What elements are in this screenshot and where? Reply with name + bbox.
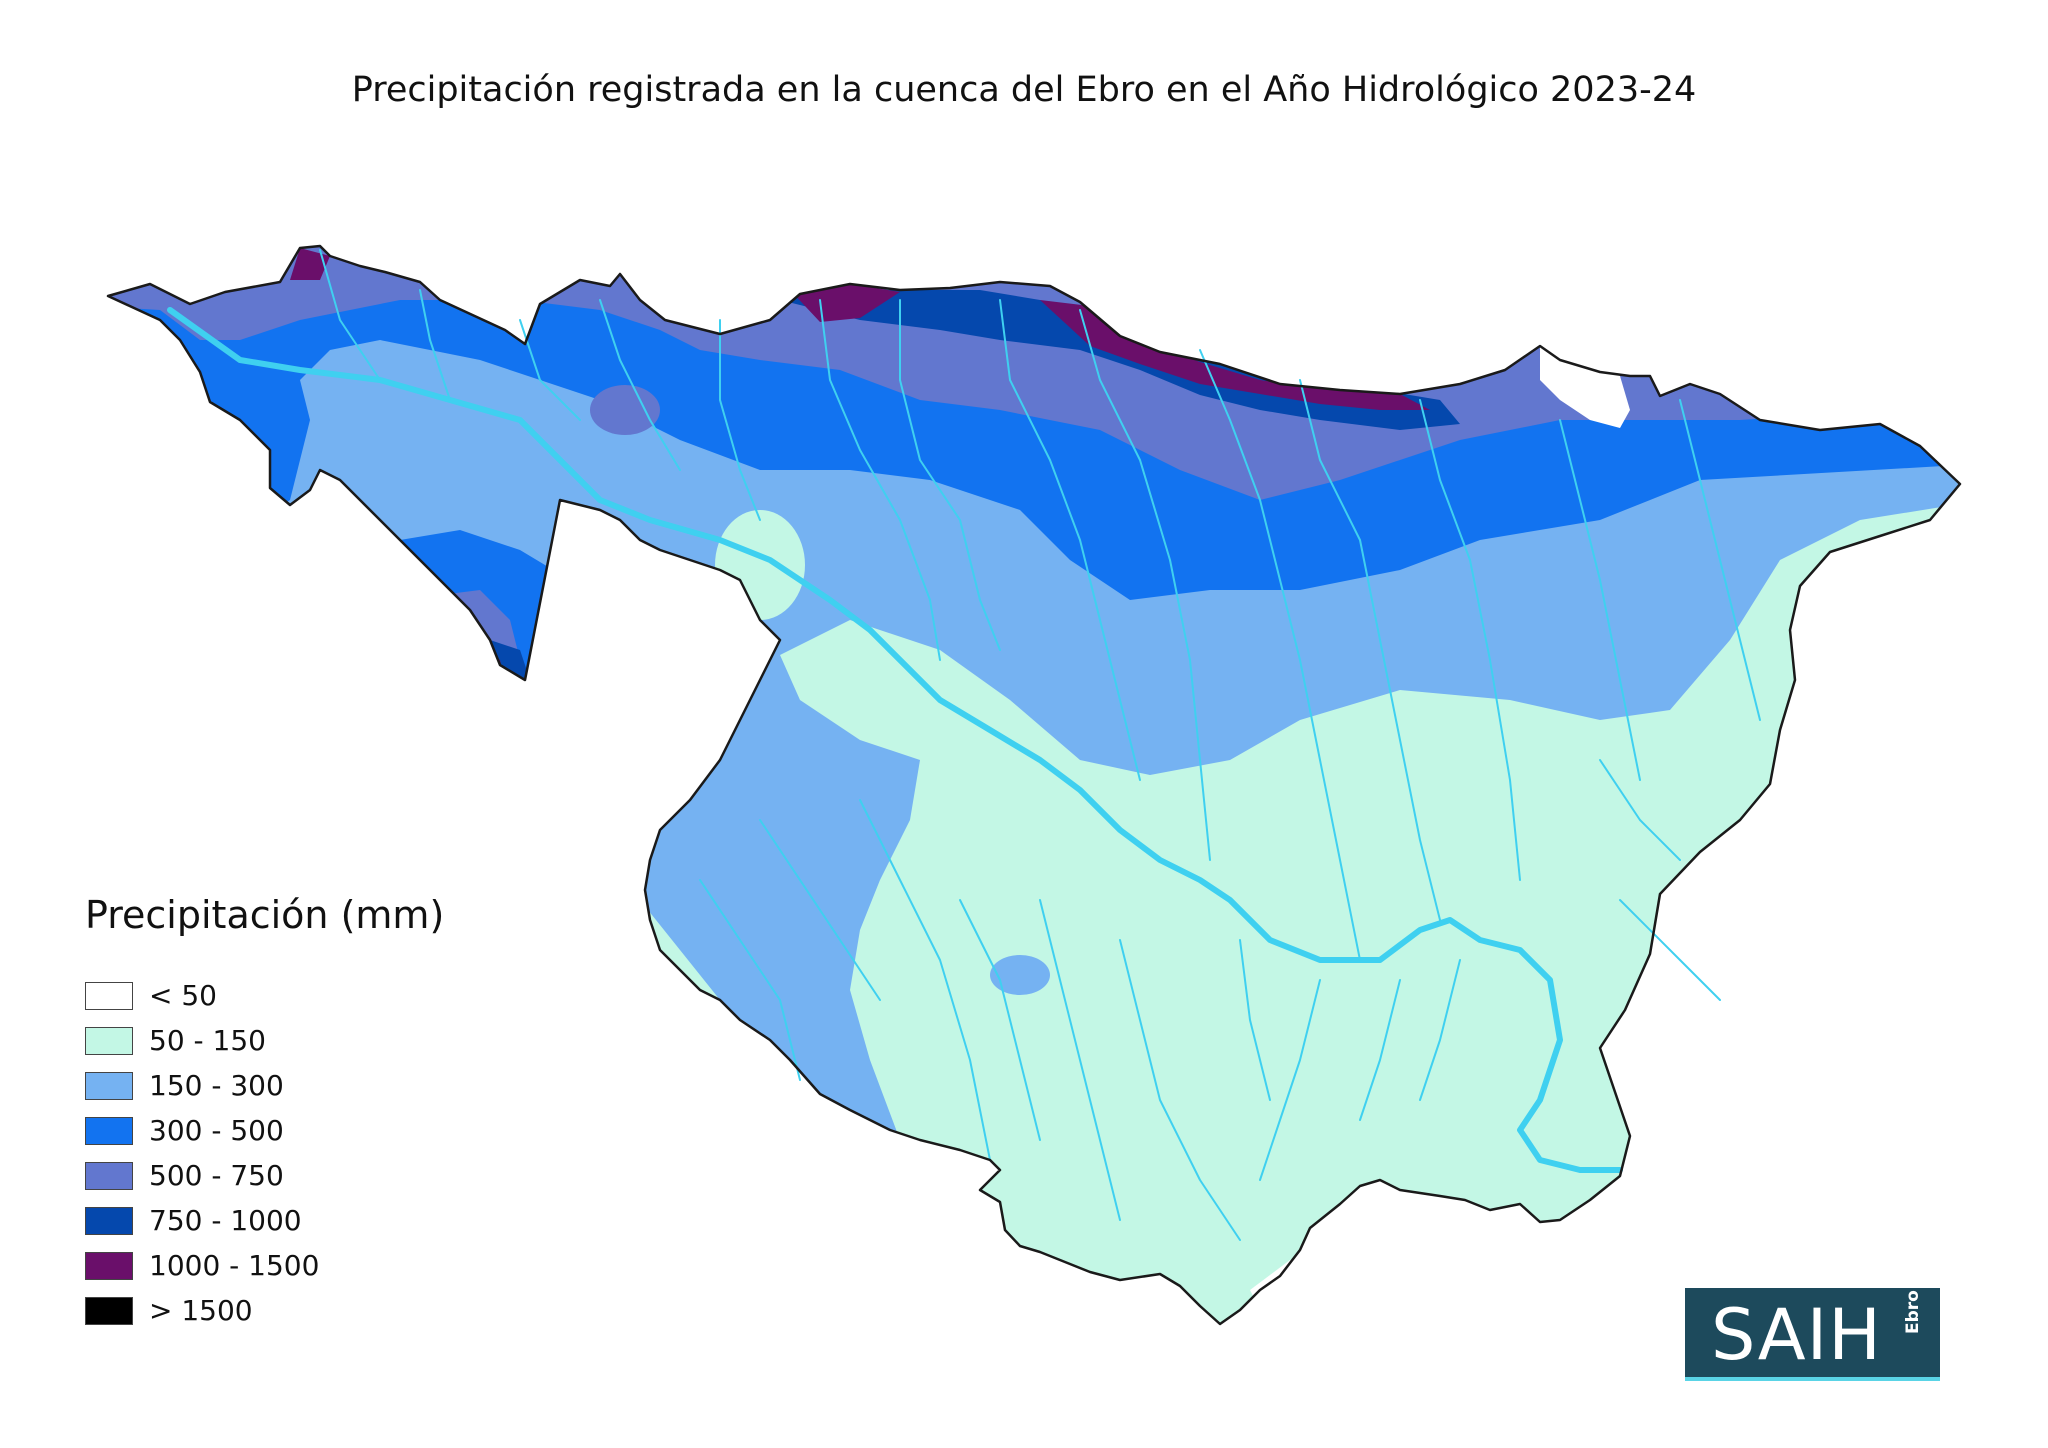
- legend-swatch: [85, 1116, 133, 1145]
- legend-label: < 50: [149, 979, 217, 1012]
- river-network: [167, 249, 1761, 1241]
- legend-label: 750 - 1000: [149, 1204, 302, 1237]
- zone-750-1000-sw: [490, 640, 530, 685]
- logo-sub-text: Ebro: [1903, 1290, 1923, 1334]
- legend-swatch: [85, 1296, 133, 1325]
- tributary-south: [699, 759, 1721, 1241]
- legend-swatch: [85, 1161, 133, 1190]
- legend-item: > 1500: [85, 1288, 444, 1333]
- legend-rows: < 50 50 - 150 150 - 300 300 - 500 500 - 750 7…: [85, 973, 444, 1333]
- legend-swatch: [85, 1251, 133, 1280]
- legend-label: 1000 - 1500: [149, 1249, 320, 1282]
- tributary: [319, 249, 1761, 961]
- saih-logo: SAIH Ebro: [1685, 1288, 1940, 1381]
- legend-swatch: [85, 981, 133, 1010]
- logo-underline: [1685, 1377, 1940, 1381]
- legend-label: 300 - 500: [149, 1114, 284, 1147]
- zone-150-300-island: [990, 955, 1050, 995]
- legend: Precipitación (mm) < 50 50 - 150 150 - 300…: [85, 893, 444, 1333]
- zone-500-750-island: [590, 385, 660, 435]
- legend-swatch: [85, 1026, 133, 1055]
- map-title: Precipitación registrada en la cuenca de…: [351, 70, 1697, 110]
- legend-title: Precipitación (mm): [85, 893, 445, 937]
- logo-main-text: SAIH: [1711, 1294, 1882, 1376]
- legend-label: 500 - 750: [149, 1159, 284, 1192]
- zone-1000-1500: [290, 248, 1430, 682]
- legend-item: 300 - 500: [85, 1108, 444, 1153]
- legend-item: 50 - 150: [85, 1018, 444, 1063]
- legend-item: 750 - 1000: [85, 1198, 444, 1243]
- legend-swatch: [85, 1071, 133, 1100]
- zone-50-150-island: [715, 510, 805, 620]
- legend-item: < 50: [85, 973, 444, 1018]
- legend-item: 150 - 300: [85, 1063, 444, 1108]
- legend-label: > 1500: [149, 1294, 253, 1327]
- legend-swatch: [85, 1206, 133, 1235]
- basin-border: [106, 244, 1962, 1326]
- legend-item: 1000 - 1500: [85, 1243, 444, 1288]
- legend-item: 500 - 750: [85, 1153, 444, 1198]
- ebro-river: [167, 307, 1623, 1173]
- legend-label: 50 - 150: [149, 1024, 266, 1057]
- legend-label: 150 - 300: [149, 1069, 284, 1102]
